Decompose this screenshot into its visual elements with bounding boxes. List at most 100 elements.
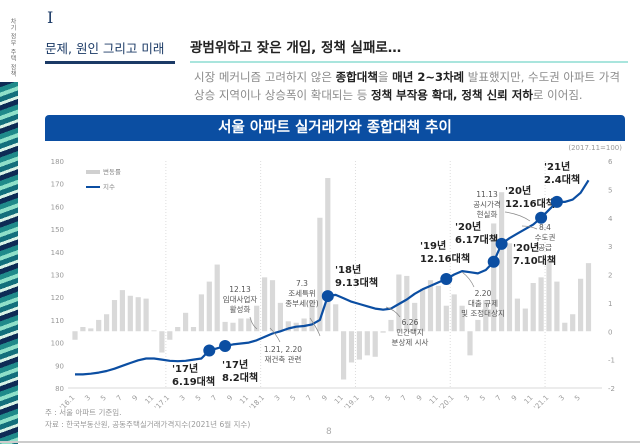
bar-change-rate: [333, 304, 339, 332]
x-tick-label: 7: [399, 394, 408, 403]
bar-change-rate: [380, 331, 386, 333]
y-right-tick-label: 3: [608, 243, 612, 251]
headline-divider: [190, 61, 628, 63]
policy-year: '20년: [505, 184, 531, 197]
bar-change-rate: [585, 263, 592, 332]
wave-decoration: [0, 82, 18, 444]
policy-year: '20년: [455, 220, 481, 233]
policy-name: 12.16대책: [505, 197, 555, 210]
bar-change-rate: [538, 277, 544, 332]
bar-change-rate: [356, 331, 362, 360]
lead-bold: 종합대책: [335, 70, 378, 84]
bar-change-rate: [262, 277, 268, 332]
section-title: 문제, 원인 그리고 미래: [45, 41, 165, 56]
bar-change-rate: [522, 308, 528, 332]
annotation-arrow: [504, 211, 531, 222]
annotation-arrow: [385, 306, 401, 318]
y-right-tick-label: 0: [608, 328, 612, 336]
bar-change-rate: [475, 319, 481, 332]
bar-change-rate: [578, 278, 584, 332]
bar-change-rate: [491, 223, 497, 332]
bar-change-rate: [530, 283, 536, 332]
x-tick-label: 3: [273, 394, 282, 403]
y-left-tick-label: 120: [51, 294, 64, 302]
policy-name: 2.4대책: [544, 173, 580, 186]
bar-change-rate: [238, 318, 244, 332]
bottom-divider: [0, 441, 640, 443]
bar-change-rate: [88, 328, 94, 332]
policy-name: 8.2대책: [222, 371, 258, 384]
bar-change-rate: [151, 330, 157, 332]
bar-change-rate: [372, 331, 378, 357]
lead-text: 시장 메커니즘 고려하지 않은: [194, 70, 336, 84]
bar-change-rate: [127, 295, 133, 332]
y-left-tick-label: 90: [55, 362, 64, 370]
policy-year: '21년: [544, 160, 570, 173]
policy-name: 7.10대책: [513, 254, 556, 267]
policy-name: 6.19대책: [172, 375, 215, 388]
annotation-text: 대출 규제: [468, 298, 498, 308]
annotation-text: 8.4: [539, 223, 551, 232]
y-left-tick-label: 140: [51, 249, 64, 257]
bar-change-rate: [554, 281, 560, 332]
headline: 광범위하고 잦은 개입, 정책 실패로…: [190, 40, 402, 56]
x-tick-label: 5: [384, 394, 393, 403]
annotation-text: 공시가격: [473, 199, 501, 209]
annotation-text: 2.20: [475, 289, 492, 298]
annotation-arrow: [269, 327, 281, 343]
bar-change-rate: [309, 300, 315, 332]
x-tick-label: 5: [478, 394, 487, 403]
y-left-tick-label: 170: [51, 181, 64, 189]
bar-change-rate: [230, 322, 236, 332]
y-right-tick-label: 5: [608, 186, 612, 194]
y-right-tick-label: 1: [608, 300, 612, 308]
policy-marker: [219, 340, 232, 353]
x-tick-label: 11: [143, 394, 155, 406]
policy-marker: [440, 273, 453, 286]
bar-change-rate: [183, 312, 189, 332]
annotation-text: 및 조정대상지: [461, 308, 505, 318]
bar-change-rate: [214, 264, 220, 332]
y-right-tick-label: 4: [608, 215, 613, 223]
bar-change-rate: [499, 192, 505, 332]
y-left-tick-label: 80: [55, 385, 64, 393]
annotation-text: 재건축 관련: [265, 354, 302, 364]
x-tick-label: 11: [333, 394, 345, 406]
lead-text: 을: [377, 70, 393, 84]
legend-bar-swatch: [86, 170, 100, 174]
x-tick-label: 3: [463, 394, 472, 403]
policy-marker: [550, 195, 563, 208]
annotation-text: 1.21, 2.20: [264, 345, 302, 354]
bar-change-rate: [435, 285, 441, 332]
bar-change-rate: [119, 290, 125, 332]
x-tick-label: '19.1: [343, 394, 361, 412]
bar-change-rate: [546, 260, 552, 332]
annotation-text: 분상제 시사: [392, 337, 429, 347]
lead-text: 로 이어짐.: [532, 88, 583, 102]
x-tick-label: 7: [305, 394, 314, 403]
policy-marker: [535, 211, 548, 224]
policy-year: '20년: [513, 241, 539, 254]
annotation-arrow: [249, 316, 258, 330]
annotation-text: 민간택지: [396, 327, 424, 337]
x-tick-label: 7: [115, 394, 124, 403]
y-left-tick-label: 110: [51, 317, 64, 325]
footnotes: 주 : 서울 아파트 기준임. 자료 : 한국부동산원, 공동주택실거래가격지수…: [45, 407, 250, 431]
y-left-tick-label: 150: [51, 226, 64, 234]
annotation-text: 활성화: [230, 304, 251, 314]
bar-change-rate: [364, 331, 370, 356]
y-right-tick-label: 6: [608, 158, 613, 166]
bar-change-rate: [159, 331, 165, 353]
bar-change-rate: [80, 326, 86, 332]
annotation-text: 임대사업자: [223, 295, 258, 304]
x-tick-label: 3: [557, 394, 566, 403]
bar-change-rate: [459, 305, 465, 332]
lead-paragraph: 시장 메커니즘 고려하지 않은 종합대책을 매년 2~3차례 발표했지만, 수도…: [194, 68, 624, 104]
lead-text: 발표했지만, 수도권 아파트 가격 상승 지역이나 상승폭이 확대되는 등: [194, 70, 620, 102]
bar-change-rate: [341, 331, 347, 380]
bar-change-rate: [175, 326, 181, 332]
y-left-tick-label: 180: [51, 158, 64, 166]
x-tick-label: 5: [573, 394, 582, 403]
bar-change-rate: [254, 305, 260, 332]
annotation-text: 공급: [538, 243, 552, 252]
